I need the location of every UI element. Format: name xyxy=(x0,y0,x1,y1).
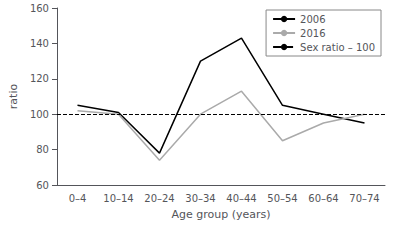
svg-text:160: 160 xyxy=(30,3,49,14)
svg-text:Sex ratio – 100: Sex ratio – 100 xyxy=(300,42,375,53)
svg-text:Age group (years): Age group (years) xyxy=(171,208,270,221)
svg-text:70–74: 70–74 xyxy=(349,193,379,204)
svg-text:40–44: 40–44 xyxy=(226,193,256,204)
svg-text:2006: 2006 xyxy=(300,14,325,25)
svg-text:50–54: 50–54 xyxy=(267,193,297,204)
svg-text:60–64: 60–64 xyxy=(308,193,338,204)
svg-text:60: 60 xyxy=(36,180,49,191)
svg-text:140: 140 xyxy=(30,38,49,49)
svg-text:100: 100 xyxy=(30,109,49,120)
svg-text:0–4: 0–4 xyxy=(69,193,87,204)
svg-text:10–14: 10–14 xyxy=(103,193,133,204)
svg-text:ratio: ratio xyxy=(7,84,20,110)
svg-text:20–24: 20–24 xyxy=(144,193,174,204)
svg-text:80: 80 xyxy=(36,144,49,155)
svg-text:2016: 2016 xyxy=(300,28,325,39)
svg-text:30–34: 30–34 xyxy=(185,193,215,204)
svg-text:120: 120 xyxy=(30,73,49,84)
